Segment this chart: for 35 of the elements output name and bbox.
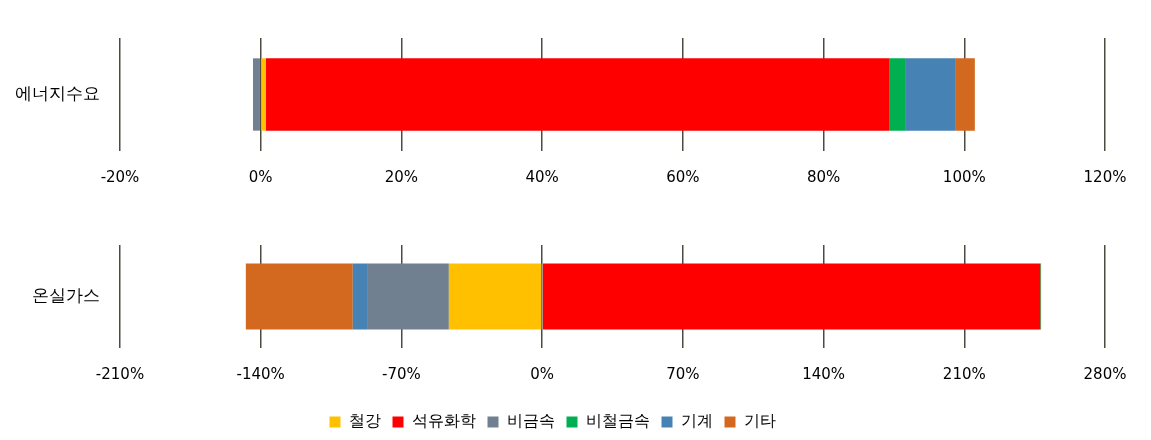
- x-tick-label: 80%: [806, 167, 841, 186]
- x-tick-label: -70%: [382, 364, 421, 383]
- x-tick-label: 0%: [530, 364, 555, 383]
- bar: [261, 58, 266, 131]
- legend-label: 철강: [348, 411, 381, 431]
- legend-label: 기계: [680, 411, 713, 431]
- x-tick-label: 60%: [666, 167, 700, 186]
- x-tick-label: 100%: [942, 167, 986, 186]
- bar: [252, 58, 260, 131]
- x-tick-label: 20%: [384, 167, 419, 186]
- y-tick-label: 온실가스: [32, 284, 100, 305]
- x-tick-label: 210%: [942, 364, 986, 383]
- x-tick-label: -140%: [236, 364, 285, 383]
- x-tick-label: 120%: [1083, 167, 1127, 186]
- bar: [448, 263, 542, 330]
- legend-label: 비철금속: [585, 411, 650, 431]
- x-tick-label: -20%: [100, 167, 140, 186]
- bar: [542, 263, 1041, 330]
- bar: [367, 263, 449, 330]
- bar: [265, 58, 890, 131]
- x-tick-label: -210%: [95, 364, 145, 383]
- x-tick-label: 280%: [1083, 364, 1127, 383]
- x-tick-label: 70%: [666, 364, 700, 383]
- bar: [889, 58, 906, 131]
- x-tick-label: 0%: [248, 167, 273, 186]
- bar: [955, 58, 975, 131]
- bar: [352, 263, 368, 330]
- bar: [245, 263, 353, 330]
- bar: [905, 58, 956, 131]
- y-tick-label: 에너지수요: [15, 82, 100, 103]
- legend-label: 기타: [743, 411, 776, 431]
- legend-label: 석유화학: [411, 411, 476, 431]
- legend-label: 비금속: [506, 411, 555, 431]
- x-tick-label: 40%: [525, 167, 559, 186]
- x-tick-label: 140%: [802, 364, 846, 383]
